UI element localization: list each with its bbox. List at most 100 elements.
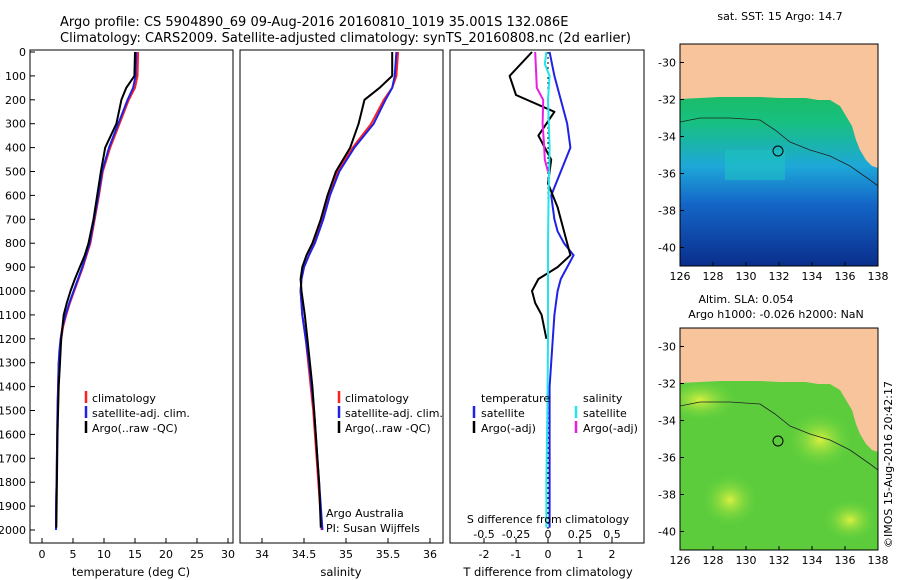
- depth-tick-label: 1000: [0, 285, 26, 298]
- x-tick-label: 10: [97, 548, 111, 561]
- x-tick-label: 36: [423, 548, 437, 561]
- depth-tick-label: 1800: [0, 476, 26, 489]
- salinity-lines: [299, 51, 400, 531]
- x-tick-label: 0.5: [603, 528, 621, 541]
- legend-label-argo: Argo(..raw -QC): [92, 422, 178, 435]
- map-lon-label: 132: [769, 554, 790, 567]
- map-lon-label: 134: [802, 554, 823, 567]
- salinity-x-ticks: 34 34.5 35 35.5 36: [255, 538, 437, 561]
- title-line-2: Climatology: CARS2009. Satellite-adjuste…: [60, 31, 631, 46]
- legend-label-satellite: satellite-adj. clim.: [345, 407, 443, 420]
- x-tick-label: -0.25: [502, 528, 530, 541]
- salinity-xlabel: salinity: [320, 565, 361, 579]
- temperature-xlabel: temperature (deg C): [72, 565, 190, 579]
- legend-label-climatology: climatology: [345, 392, 409, 405]
- x-tick-label: 20: [159, 548, 173, 561]
- x-tick-label: 2: [609, 548, 616, 561]
- depth-tick-label: 400: [5, 142, 26, 155]
- sla-map-title-2: Argo h1000: -0.026 h2000: NaN: [688, 308, 864, 321]
- difference-lines: [508, 51, 575, 530]
- sla-anomaly-2: [785, 410, 855, 470]
- map-lat-label: -32: [658, 94, 676, 107]
- sla-shelf-contour: [680, 401, 878, 471]
- x-tick-label: 34.5: [292, 548, 317, 561]
- depth-tick-label: 2000: [0, 524, 26, 537]
- x-tick-label: 0: [39, 548, 46, 561]
- x-tick-label: -2: [479, 548, 490, 561]
- map-lat-label: -30: [658, 57, 676, 70]
- legend-label-temp-argo: Argo(-adj): [481, 422, 536, 435]
- sst-land: [680, 44, 878, 168]
- series-line-argo: [55, 51, 136, 528]
- legend-label-argo: Argo(..raw -QC): [345, 422, 431, 435]
- map-lat-label: -38: [658, 489, 676, 502]
- depth-tick-label: 1500: [0, 405, 26, 418]
- x-tick-label: 15: [128, 548, 142, 561]
- map-lat-label: -36: [658, 452, 676, 465]
- x-tick-label: 35.5: [376, 548, 401, 561]
- sla-anomaly-4: [822, 498, 878, 542]
- map-lon-label: 132: [769, 270, 790, 283]
- temperature-lines: [55, 51, 140, 530]
- temperature-x-ticks: 0 5 10 15 20 25 30: [39, 538, 235, 561]
- pi-note: PI: Susan Wijffels: [326, 522, 420, 535]
- series-line-sal-argo: [534, 51, 549, 172]
- x-tick-label: 30: [221, 548, 235, 561]
- legend-label-sal-argo: Argo(-adj): [583, 422, 638, 435]
- sst-map-ticks: -30 -32 -34 -36 -38 -40 126 128 130 132 134 136 138: [658, 57, 888, 284]
- depth-tick-label: 200: [5, 94, 26, 107]
- argo-location-marker: [772, 145, 784, 157]
- x-tick-label: 5: [70, 548, 77, 561]
- x-tick-label: 1: [577, 548, 584, 561]
- depth-tick-label: 1200: [0, 333, 26, 346]
- difference-x-ticks: -2 -1 0 1 2: [479, 538, 616, 561]
- map-lon-label: 126: [670, 270, 691, 283]
- sst-warm-patch: [725, 150, 785, 180]
- map-lon-label: 126: [670, 554, 691, 567]
- depth-tick-label: 0: [19, 46, 26, 59]
- x-tick-label: 0.25: [568, 528, 593, 541]
- depth-tick-label: 1400: [0, 381, 26, 394]
- depth-tick-label: 1300: [0, 357, 26, 370]
- map-lon-label: 136: [835, 554, 856, 567]
- salinity-legend: climatology satellite-adj. clim. Argo(..…: [337, 391, 443, 435]
- depth-tick-label: 900: [5, 261, 26, 274]
- map-lat-label: -38: [658, 205, 676, 218]
- depth-tick-label: 300: [5, 118, 26, 131]
- depth-tick-label: 700: [5, 213, 26, 226]
- legend-title-temperature: temperature: [481, 392, 550, 405]
- sla-map: Altim. SLA: 0.054 Argo h1000: -0.026 h20…: [658, 293, 888, 567]
- difference-panel: -2 -1 0 1 2 temperature salinity satellite A…: [449, 49, 645, 579]
- series-line-argo: [299, 52, 394, 528]
- map-lat-label: -34: [658, 131, 676, 144]
- map-lat-label: -40: [658, 526, 676, 539]
- depth-tick-label: 1900: [0, 500, 26, 513]
- map-lat-label: -36: [658, 168, 676, 181]
- legend-label-temp-satellite: satellite: [481, 407, 525, 420]
- series-line-temp-satellite: [548, 51, 575, 528]
- depth-tick-label: 500: [5, 166, 26, 179]
- legend-title-salinity: salinity: [583, 392, 623, 405]
- x-tick-label: 25: [190, 548, 204, 561]
- difference-legend: temperature salinity satellite Argo(-adj…: [472, 392, 638, 435]
- x-tick-label: 0: [545, 548, 552, 561]
- argo-location-marker: [772, 435, 784, 447]
- map-lon-label: 136: [835, 270, 856, 283]
- map-lon-label: 128: [703, 554, 724, 567]
- depth-tick-label: 100: [5, 70, 26, 83]
- map-lat-label: -40: [658, 242, 676, 255]
- map-lon-label: 138: [868, 270, 889, 283]
- depth-tick-label: 1600: [0, 428, 26, 441]
- legend-label-satellite: satellite-adj. clim.: [92, 407, 190, 420]
- temperature-depth-ticks: 0 100 200 300 400 500 600 700 800 900 1000 1100 1200…: [0, 46, 35, 537]
- temperature-plot-frame: [29, 49, 234, 544]
- map-lat-label: -32: [658, 378, 676, 391]
- s-difference-ticks: -0.5 -0.25 0 0.25 0.5: [473, 528, 621, 541]
- x-tick-label: 0: [545, 528, 552, 541]
- imos-credit: ©IMOS 15-Aug-2016 20:42:17: [882, 381, 895, 548]
- temperature-legend: climatology satellite-adj. clim. Argo(..…: [84, 391, 190, 435]
- map-lon-label: 138: [868, 554, 889, 567]
- x-tick-label: 35: [339, 548, 353, 561]
- t-difference-label: T difference from climatology: [462, 565, 633, 579]
- depth-tick-label: 800: [5, 237, 26, 250]
